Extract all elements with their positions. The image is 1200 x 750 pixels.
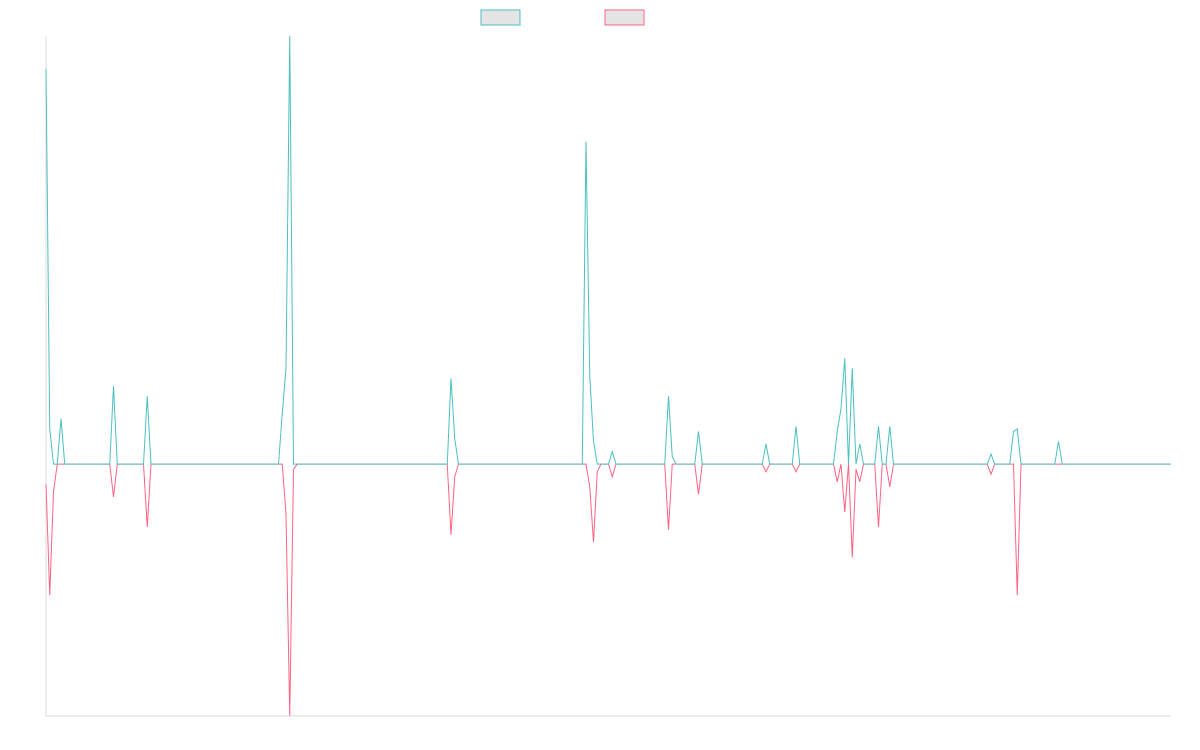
legend-swatch-1[interactable]	[480, 9, 521, 26]
legend-swatch-2[interactable]	[604, 9, 645, 26]
axes	[45, 36, 1171, 717]
legend	[480, 9, 645, 26]
series-line-2	[45, 463, 1171, 717]
series-layer	[45, 35, 1171, 717]
series-line-1	[45, 35, 1171, 465]
